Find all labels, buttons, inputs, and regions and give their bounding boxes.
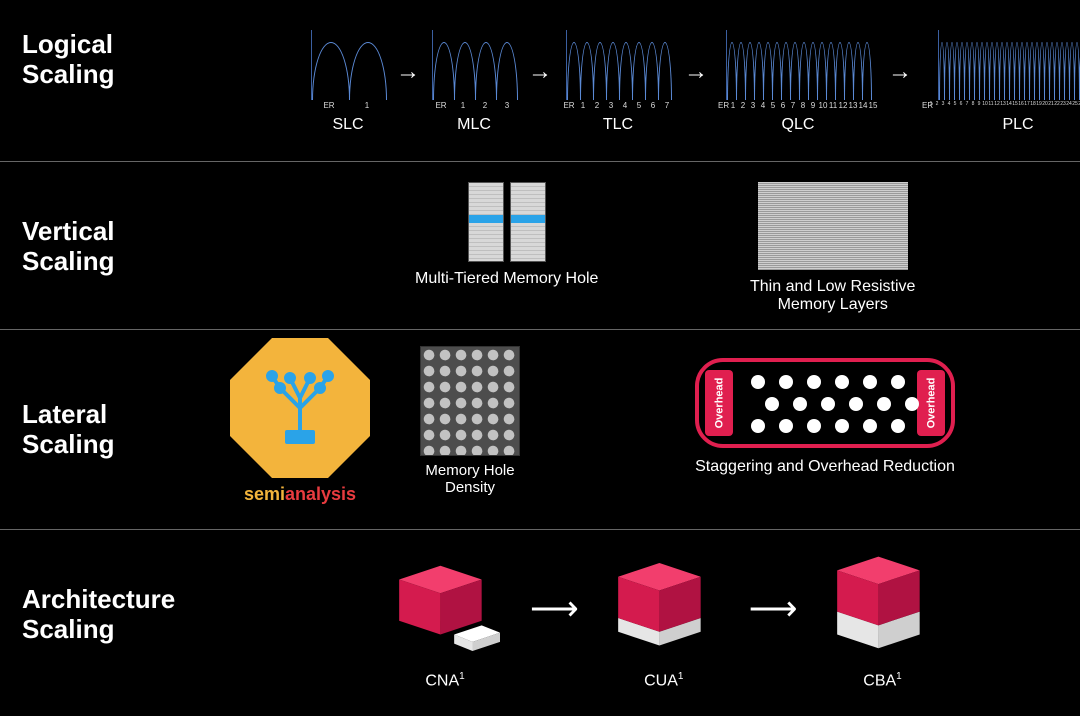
overhead-tab-left: Overhead [705, 370, 733, 436]
overhead-pill-graphic: Overhead Overhead [695, 358, 955, 448]
hex-grid-graphic [420, 346, 520, 456]
arrow-right-icon: → [528, 58, 552, 86]
cell-type-qlc: ER123456789101112131415QLC [718, 30, 878, 134]
mth-caption: Multi-Tiered Memory Hole [415, 270, 598, 288]
chip-tree-icon [250, 358, 350, 458]
arch-step-cua: CUA1 [599, 552, 729, 690]
architecture-scaling-title: ArchitectureScaling [22, 585, 175, 645]
lateral-scaling-title: LateralScaling [22, 400, 114, 460]
semianalysis-logo: semianalysis [220, 338, 380, 505]
memory-hole-density: Memory HoleDensity [420, 346, 520, 496]
cell-type-slc: ER1SLC [310, 30, 386, 134]
memory-hole-density-caption: Memory HoleDensity [420, 462, 520, 496]
arch-step-label: CBA1 [818, 671, 948, 690]
arrow-right-icon: → [888, 58, 912, 86]
logo-text: semianalysis [220, 484, 380, 505]
staggering-caption: Staggering and Overhead Reduction [660, 458, 990, 476]
logo-text-part2: analysis [285, 484, 356, 504]
cell-type-label: SLC [332, 116, 363, 134]
row-logical-scaling: LogicalScaling ER1SLC → ER123MLC → ER1234567… [0, 0, 1080, 162]
cell-type-label: PLC [1002, 116, 1033, 134]
vertical-scaling-title: VerticalScaling [22, 217, 115, 277]
logical-scaling-diagram: ER1SLC → ER123MLC → ER1234567TLC → ER123456789… [310, 30, 1080, 134]
row-architecture-scaling: ArchitectureScaling CNA1 ⟶ CUA1 ⟶ [0, 530, 1080, 716]
cell-type-tlc: ER1234567TLC [562, 30, 674, 134]
thin-layers-caption: Thin and Low ResistiveMemory Layers [750, 278, 915, 314]
cell-type-label: QLC [782, 116, 815, 134]
multi-tiered-memory-hole: Multi-Tiered Memory Hole [415, 182, 598, 288]
arch-step-cba: CBA1 [818, 552, 948, 690]
row-lateral-scaling: LateralScaling semianalysis Memory [0, 330, 1080, 530]
arch-step-cna: CNA1 [380, 552, 510, 690]
cell-type-label: TLC [603, 116, 633, 134]
cell-type-label: MLC [457, 116, 491, 134]
arrow-right-icon: ⟶ [749, 589, 798, 629]
architecture-diagram: CNA1 ⟶ CUA1 ⟶ CBA1 [380, 552, 948, 690]
arrow-right-icon: ⟶ [530, 589, 579, 629]
cell-type-plc: ER12345678910111213141516171819202122232… [922, 30, 1080, 134]
thin-layers-graphic [758, 182, 908, 270]
thin-low-resistive-layers: Thin and Low ResistiveMemory Layers [750, 182, 915, 314]
logo-octagon [230, 338, 370, 478]
dot-field [739, 368, 911, 438]
staggering-overhead-reduction: Overhead Overhead Staggering and Overhea… [660, 358, 990, 476]
logo-text-part1: semi [244, 484, 285, 504]
overhead-tab-right: Overhead [917, 370, 945, 436]
logical-scaling-title: LogicalScaling [22, 30, 114, 90]
arrow-right-icon: → [396, 58, 420, 86]
arch-step-label: CUA1 [599, 671, 729, 690]
arch-step-label: CNA1 [380, 671, 510, 690]
row-vertical-scaling: VerticalScaling Multi-Tiered Memory Hole… [0, 162, 1080, 330]
cell-type-mlc: ER123MLC [430, 30, 518, 134]
mth-graphic [457, 182, 557, 262]
arrow-right-icon: → [684, 58, 708, 86]
